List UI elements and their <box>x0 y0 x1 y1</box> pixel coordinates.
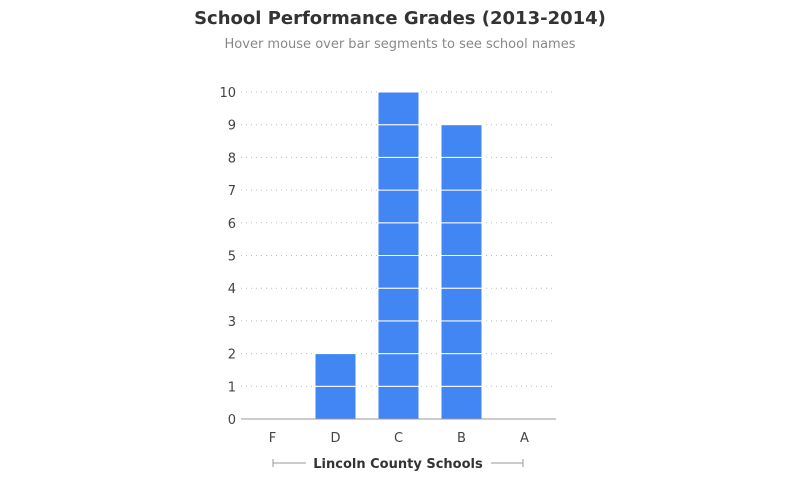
x-tick-label: C <box>394 431 403 446</box>
x-tick-label: D <box>330 431 340 446</box>
bar-segment-b[interactable] <box>440 189 483 224</box>
bar-segment-b[interactable] <box>440 255 483 289</box>
bar-segment-c[interactable] <box>377 189 420 224</box>
y-axis-ticks: 0 1 2 3 4 5 6 7 8 9 10 <box>219 86 236 428</box>
bar-segment-c[interactable] <box>377 287 420 322</box>
y-tick-label: 6 <box>228 217 236 232</box>
bar-segment-c[interactable] <box>377 353 420 387</box>
bar-segment-b[interactable] <box>440 287 483 322</box>
bar-segment-c[interactable] <box>377 385 420 420</box>
chart-subtitle: Hover mouse over bar segments to see sch… <box>224 37 576 52</box>
y-tick-label: 0 <box>228 413 236 428</box>
chart-title: School Performance Grades (2013-2014) <box>194 8 606 29</box>
bar-segment-d[interactable] <box>314 353 357 387</box>
bar-segment-c[interactable] <box>377 124 420 158</box>
y-tick-label: 9 <box>228 119 236 134</box>
bar-segment-b[interactable] <box>440 156 483 191</box>
bar-segment-d[interactable] <box>314 385 357 420</box>
bar-segment-c[interactable] <box>377 222 420 257</box>
bar-segment-c[interactable] <box>377 255 420 289</box>
bar-segment-c[interactable] <box>377 320 420 355</box>
y-tick-label: 7 <box>228 184 236 199</box>
x-axis-title: Lincoln County Schools <box>313 457 483 472</box>
x-axis-title-group: Lincoln County Schools <box>272 457 524 472</box>
y-tick-label: 4 <box>228 282 236 297</box>
x-tick-label: B <box>457 431 466 446</box>
bar-segment-b[interactable] <box>440 353 483 387</box>
bar-segment-b[interactable] <box>440 222 483 257</box>
bar-segment-b[interactable] <box>440 124 483 158</box>
y-tick-label: 5 <box>228 250 236 265</box>
y-tick-label: 3 <box>228 315 236 330</box>
bar-segment-b[interactable] <box>440 385 483 420</box>
x-tick-label: A <box>520 431 529 446</box>
x-tick-label: F <box>269 431 276 446</box>
y-tick-label: 8 <box>228 151 236 166</box>
bars <box>314 91 483 420</box>
bar-segment-c[interactable] <box>377 91 420 126</box>
y-tick-label: 2 <box>228 348 236 363</box>
bar-segment-b[interactable] <box>440 320 483 355</box>
y-tick-label: 10 <box>219 86 236 101</box>
y-tick-label: 1 <box>228 380 236 395</box>
bar-segment-c[interactable] <box>377 156 420 191</box>
